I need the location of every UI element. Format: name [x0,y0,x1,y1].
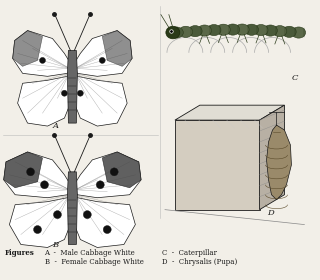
Polygon shape [175,120,260,210]
Ellipse shape [188,25,202,37]
Ellipse shape [216,24,230,35]
Polygon shape [13,31,72,76]
Text: D: D [268,209,274,217]
Circle shape [27,168,35,176]
Text: D  -  Chrysalis (Pupa): D - Chrysalis (Pupa) [162,258,237,266]
Polygon shape [102,152,141,188]
Polygon shape [72,31,132,76]
Ellipse shape [254,25,268,36]
Circle shape [99,57,105,63]
Polygon shape [72,192,135,248]
Ellipse shape [226,24,240,35]
Text: C  -  Caterpillar: C - Caterpillar [162,249,217,257]
Ellipse shape [169,27,183,38]
Ellipse shape [292,27,306,38]
Ellipse shape [244,24,259,35]
Polygon shape [4,152,43,188]
Circle shape [110,168,118,176]
Ellipse shape [235,24,249,35]
Ellipse shape [282,26,296,38]
Ellipse shape [263,25,277,36]
Polygon shape [102,31,132,66]
Ellipse shape [179,26,193,38]
Polygon shape [68,50,77,123]
Circle shape [96,181,104,189]
Text: A: A [52,122,59,130]
Circle shape [41,181,49,189]
Circle shape [53,211,61,219]
Text: Figures: Figures [5,249,35,257]
Polygon shape [267,125,292,200]
Circle shape [61,90,68,96]
Text: C: C [292,74,298,82]
Circle shape [34,226,42,234]
Polygon shape [260,105,284,210]
Ellipse shape [197,25,212,36]
Polygon shape [13,31,43,66]
Text: B: B [52,241,59,249]
Circle shape [40,57,45,63]
Circle shape [103,226,111,234]
Text: A  -  Male Cabbage White: A - Male Cabbage White [44,249,135,257]
Circle shape [77,90,83,96]
Circle shape [83,211,91,219]
Polygon shape [18,70,72,126]
Polygon shape [175,105,284,120]
Polygon shape [68,172,77,244]
Polygon shape [72,152,141,198]
Ellipse shape [166,26,180,39]
Polygon shape [9,192,72,248]
Polygon shape [72,70,127,126]
Text: B  -  Female Cabbage White: B - Female Cabbage White [44,258,143,266]
Ellipse shape [273,25,287,37]
Ellipse shape [207,25,221,36]
Polygon shape [4,152,72,198]
